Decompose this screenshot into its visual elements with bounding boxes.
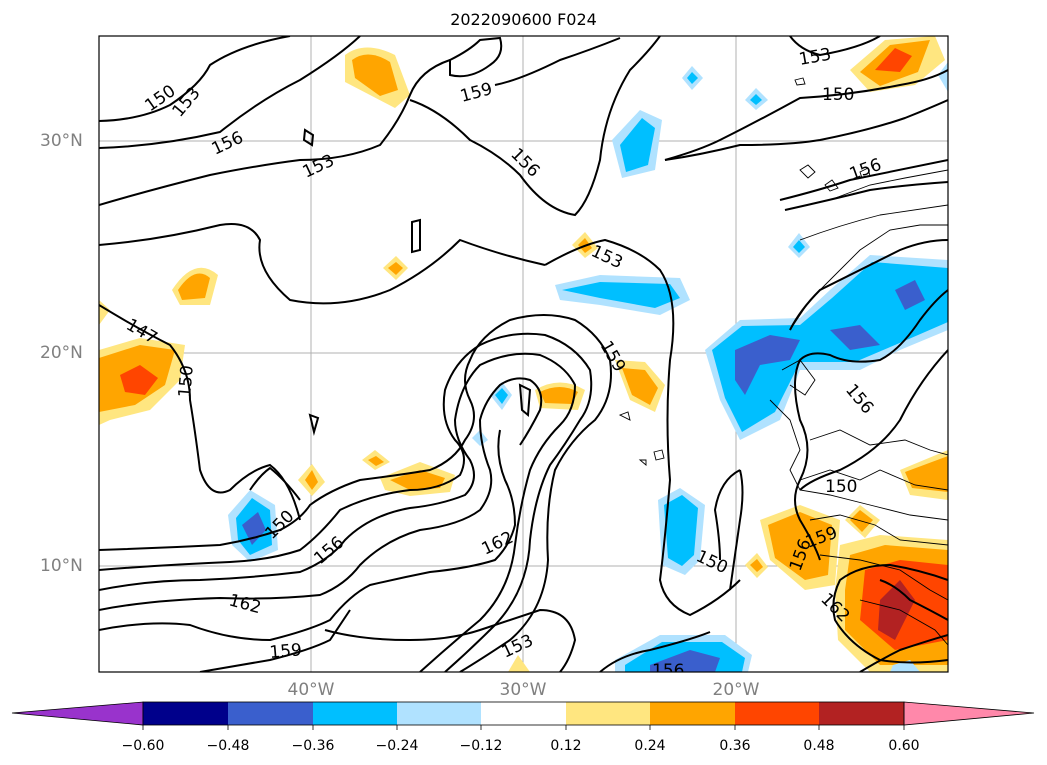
colorbar-bin	[143, 702, 228, 725]
colorbar-bin	[397, 702, 481, 725]
contour-label: 159	[269, 640, 303, 663]
negative-anomaly	[687, 72, 698, 84]
positive-anomaly	[875, 48, 912, 72]
plot-frame	[98, 35, 949, 673]
negative-anomaly	[895, 280, 925, 310]
contour-lines	[99, 36, 948, 672]
contour-label: 150	[822, 85, 854, 105]
colorbar-tick-label: 0.36	[719, 738, 751, 754]
negative-anomaly	[620, 118, 655, 172]
negative-anomaly	[495, 388, 508, 404]
negative-anomaly	[242, 512, 266, 545]
colorbar-tick-label: −0.60	[121, 738, 165, 754]
colorbar-tick-label: 0.48	[803, 738, 835, 754]
colorbar-under-arrow	[11, 701, 144, 726]
negative-anomaly	[793, 240, 805, 253]
contour-label: 150	[175, 364, 198, 398]
lon-label: 20°W	[712, 680, 760, 700]
colorbar-bin	[313, 702, 397, 725]
lat-label: 10°N	[40, 556, 83, 576]
positive-anomaly	[622, 368, 658, 405]
positive-anomaly	[508, 655, 530, 672]
positive-anomaly	[768, 512, 832, 580]
negative-anomaly	[650, 650, 720, 672]
colorbar-tick-label: 0.24	[634, 738, 666, 754]
lon-label: 30°W	[499, 680, 547, 700]
lon-label: 40°W	[287, 680, 335, 700]
colorbar-bin	[481, 702, 566, 725]
positive-anomaly	[368, 456, 384, 466]
colorbar-tick-label: −0.48	[206, 738, 250, 754]
colorbar	[11, 701, 1035, 730]
map-title: 2022090600 F024	[450, 10, 597, 29]
colorbar-tick-label: −0.24	[375, 738, 419, 754]
positive-anomaly	[905, 456, 948, 492]
lat-label: 20°N	[40, 343, 83, 363]
shading-fields	[99, 36, 948, 672]
colorbar-bin	[228, 702, 313, 725]
colorbar-over-arrow	[903, 701, 1035, 726]
negative-anomaly	[735, 335, 800, 395]
negative-anomaly	[750, 94, 762, 105]
positive-anomaly	[540, 387, 578, 404]
negative-anomaly	[562, 282, 680, 308]
positive-anomaly	[120, 365, 158, 395]
colorbar-bin	[650, 702, 735, 725]
colorbar-bin	[819, 702, 904, 725]
colorbar-tick-label: −0.36	[291, 738, 335, 754]
negative-anomaly	[830, 325, 880, 350]
positive-anomaly	[390, 470, 445, 490]
colorbar-bin	[735, 702, 819, 725]
positive-anomaly	[305, 470, 318, 490]
positive-anomaly	[750, 559, 763, 572]
contour-label: 150	[825, 477, 857, 497]
colorbar-tick-label: 0.12	[550, 738, 582, 754]
positive-anomaly	[388, 262, 403, 275]
colorbar-bin	[566, 702, 650, 725]
negative-anomaly	[712, 262, 948, 432]
positive-anomaly	[352, 54, 398, 96]
lat-label: 30°N	[40, 131, 83, 151]
contour-label: 156	[652, 661, 684, 681]
colorbar-tick-label: −0.12	[459, 738, 503, 754]
negative-anomaly	[472, 430, 488, 446]
negative-anomaly	[664, 495, 698, 566]
colorbar-tick-label: 0.60	[888, 738, 920, 754]
contour-labels: 150 153 156 153 159 156 153 147 150 159 …	[123, 45, 885, 681]
positive-anomaly	[178, 273, 210, 300]
negative-anomaly	[938, 62, 948, 92]
